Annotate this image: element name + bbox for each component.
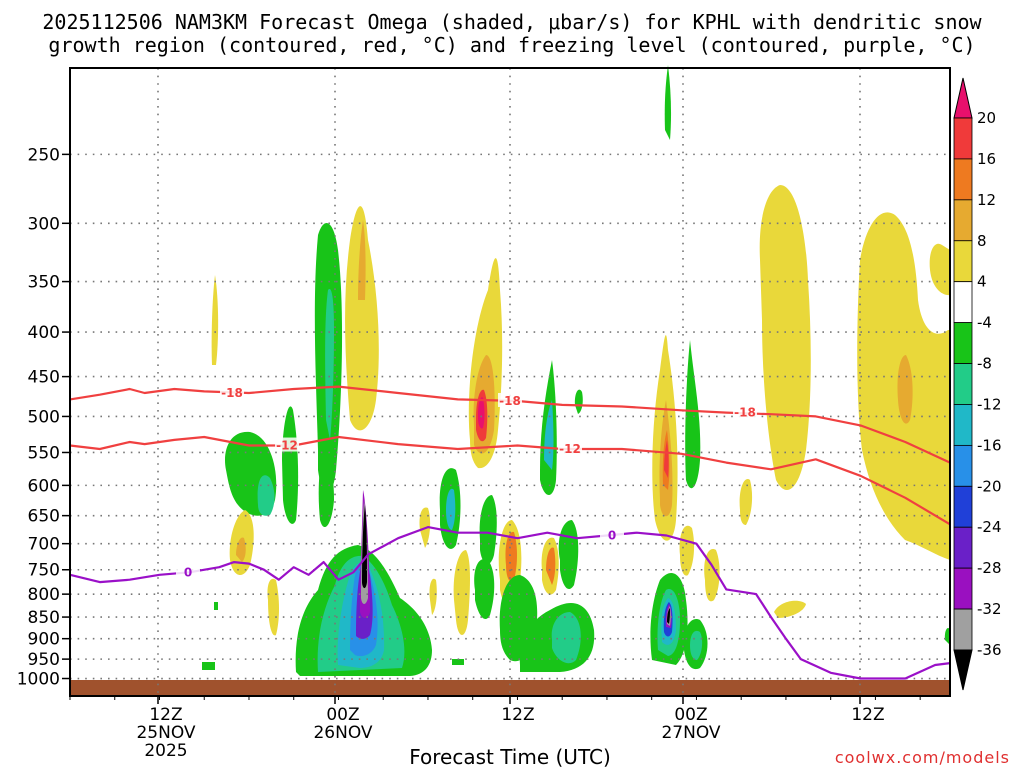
contour-label-bg	[275, 437, 299, 452]
y-tick-label: 500	[28, 407, 60, 427]
colorbar-label: -20	[977, 477, 1002, 495]
colorbar-label: 16	[977, 150, 996, 168]
plot-area: -18 -18 -18 -12 -12 0 0	[69, 65, 951, 697]
colorbar-label: 20	[977, 109, 996, 127]
y-tick-label: 550	[28, 443, 60, 463]
contour-line-dendritic-bottom	[69, 435, 951, 526]
colorbar-label: 12	[977, 191, 996, 209]
omega-cell-upper-column	[211, 206, 379, 528]
x-tick-label: 2025	[144, 741, 187, 761]
y-tick-label: 300	[28, 214, 60, 234]
omega-shading	[70, 65, 950, 696]
contour-label: 0	[608, 528, 616, 542]
contour-label-bg	[498, 393, 522, 408]
colorbar-segment	[953, 485, 973, 528]
y-tick-label: 1000	[17, 670, 60, 690]
y-tick-label: 950	[28, 650, 60, 670]
colorbar-bottom-arrow	[953, 649, 973, 691]
credit-text: coolwx.com/models	[835, 748, 1010, 767]
x-tick-label: 12Z	[851, 705, 884, 725]
contour-label: -12	[559, 442, 581, 456]
x-axis-title: Forecast Time (UTC)	[409, 745, 611, 768]
y-tick-label: 400	[28, 323, 60, 343]
contour-label: 0	[184, 565, 192, 579]
x-tick-label: 26NOV	[313, 723, 372, 743]
y-tick-label: 350	[28, 273, 60, 293]
contour-line-dendritic-top	[69, 385, 951, 464]
y-tick-label: 700	[28, 535, 60, 555]
omega-cell-main-column	[295, 490, 432, 676]
colorbar-label: -16	[977, 436, 1002, 454]
colorbar-segment	[953, 117, 973, 160]
y-tick-label: 250	[28, 145, 60, 165]
y-tick-label: 650	[28, 507, 60, 527]
y-tick-label: 750	[28, 561, 60, 581]
colorbar-label: 4	[977, 273, 987, 291]
colorbar-label: -24	[977, 518, 1002, 536]
chart-title-line1: 2025112506 NAM3KM Forecast Omega (shaded…	[42, 10, 982, 34]
colorbar-label: -8	[977, 355, 992, 373]
colorbar-label: -28	[977, 559, 1002, 577]
colorbar-label: -12	[977, 395, 1002, 413]
x-tick-label: 27NOV	[661, 723, 720, 743]
x-tick-label: 12Z	[501, 705, 534, 725]
contour-label: -18	[499, 394, 521, 408]
y-tick-label: 450	[28, 368, 60, 388]
colorbar-label: 8	[977, 232, 987, 250]
colorbar-segment	[953, 363, 973, 405]
x-tick-label: 12Z	[149, 705, 182, 725]
colorbar-segment	[953, 526, 973, 569]
omega-cells-middle	[419, 258, 595, 672]
colorbar-top-arrow	[953, 77, 973, 119]
colorbar-segment	[953, 322, 973, 364]
colorbar-segment	[953, 404, 973, 446]
x-tick-label: 25NOV	[136, 723, 195, 743]
omega-cells-right	[650, 65, 950, 670]
colorbar-segment	[953, 281, 973, 324]
contour-label: -18	[734, 406, 756, 420]
contour-label-bg	[176, 564, 200, 579]
colorbar-segment	[953, 444, 973, 487]
contour-label-bg	[558, 441, 582, 456]
colorbar-segment	[953, 567, 973, 610]
terrain-ground	[70, 680, 950, 696]
contour-label-bg	[600, 527, 624, 542]
x-tick-label: 00Z	[674, 705, 707, 725]
y-tick-label: 850	[28, 608, 60, 628]
colorbar-label: -36	[977, 641, 1002, 659]
contour-label: -18	[221, 386, 243, 400]
y-tick-label: 900	[28, 630, 60, 650]
x-tick-label: 00Z	[326, 705, 359, 725]
colorbar-segment	[953, 608, 973, 651]
colorbar-label: -32	[977, 600, 1002, 618]
chart-title-line2: growth region (contoured, red, °C) and f…	[48, 33, 975, 57]
y-tick-label: 800	[28, 585, 60, 605]
colorbar-segment	[953, 158, 973, 201]
colorbar-label: -4	[977, 314, 992, 332]
temperature-contours: -18 -18 -18 -12 -12 0 0	[69, 385, 951, 680]
contour-line-freezing-level	[69, 526, 951, 680]
contour-label-bg	[220, 385, 244, 400]
contour-label-bg	[733, 404, 757, 419]
colorbar-segment	[953, 240, 973, 283]
pressure-axis: 2503003504004505005506006507007508008509…	[17, 145, 70, 690]
y-tick-label: 600	[28, 476, 60, 496]
contour-label: -12	[276, 439, 298, 453]
colorbar-segment	[953, 199, 973, 242]
colorbar: 20 16 12 8 4 -4 -8 -12 -16 -20 -24 -28 -32 -36	[953, 77, 1002, 691]
